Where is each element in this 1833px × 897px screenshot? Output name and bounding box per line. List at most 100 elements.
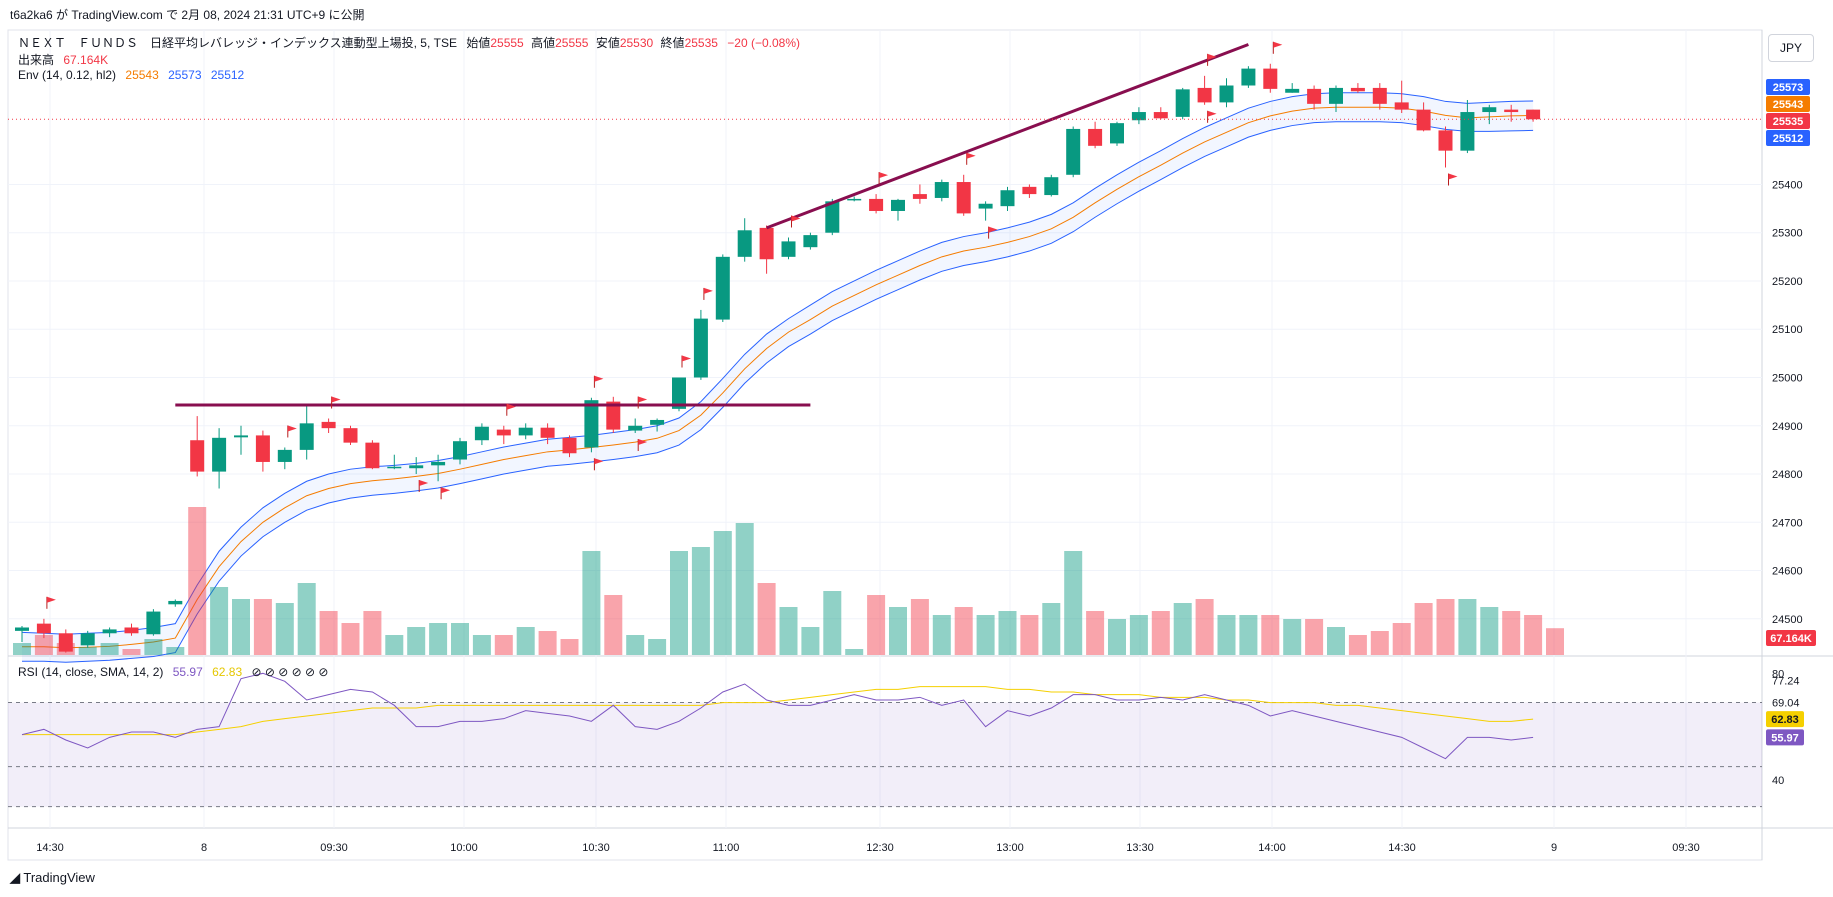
currency-button[interactable]: JPY [1768,34,1814,62]
candle-body [1526,109,1541,120]
time-tick-label: 13:30 [1126,842,1154,854]
candle-body [1066,128,1081,175]
volume-bar [845,649,864,655]
candle-body [387,466,402,469]
high-label: 高値 [531,36,556,50]
tradingview-brand: ◢ TradingView [10,870,95,886]
candle-body [1000,190,1015,207]
price-tick-label: 24700 [1772,517,1803,529]
volume-bar [1546,628,1564,655]
envelope-upper-value: 25573 [168,68,202,82]
price-tick-label: 24600 [1772,566,1803,578]
close-label: 終値 [660,36,685,50]
flag-below-icon [1207,110,1217,117]
candle-body [759,227,774,260]
flag-above-icon [1273,41,1283,48]
rsi-label: RSI (14, close, SMA, 14, 2) [18,665,164,679]
volume-bar [319,611,338,655]
candle-body [1175,89,1190,117]
time-tick-label: 14:30 [1388,842,1416,854]
price-tick-label: 24800 [1772,469,1803,481]
volume-bar [757,583,776,655]
time-tick-label: 9 [1551,842,1557,854]
volume-bar [363,611,382,655]
time-tick-label: 13:00 [996,842,1024,854]
rsi-tick-label: 40 [1772,775,1784,787]
candle-body [1482,107,1497,113]
flag-above-icon [1207,53,1217,60]
price-tick-label: 24900 [1772,421,1803,433]
time-tick-label: 10:00 [450,842,478,854]
candle-body [431,461,446,466]
volume-legend[interactable]: 出来高 67.164K [18,51,108,68]
candle-body [80,633,95,646]
volume-bar [1502,611,1521,655]
volume-bar [1327,627,1345,655]
envelope-mid-value: 25543 [125,68,159,82]
flag-above-icon [682,355,691,362]
volume-bar [582,551,601,655]
volume-bar [932,615,951,655]
candle-body [299,423,314,450]
volume-label: 出来高 [18,53,55,67]
candle-body [803,235,818,248]
volume-bar [1458,599,1477,655]
volume-bar [1151,611,1170,655]
volume-bar [1305,619,1324,655]
volume-bar [626,635,645,655]
envelope-label: Env (14, 0.12, hl2) [18,68,117,82]
flag-below-icon [441,487,451,494]
rsi-legend[interactable]: RSI (14, close, SMA, 14, 2) 55.97 62.83 … [18,665,328,679]
price-label-text: 25543 [1773,99,1804,111]
volume-bar [1217,615,1236,655]
rsi-tick-label: 69.04 [1772,698,1800,710]
volume-bars [13,507,1564,655]
candle-body [650,419,665,425]
volume-bar [779,607,798,655]
volume-bar [1392,623,1411,655]
candle-body [453,441,467,460]
flag-above-icon [791,215,801,222]
envelope-legend[interactable]: Env (14, 0.12, hl2) 25543 25573 25512 [18,68,244,82]
flag-above-icon [287,425,297,432]
candle-body [540,427,555,438]
flag-above-icon [46,596,56,603]
candle-body [1307,88,1322,104]
low-label: 安値 [595,36,620,50]
axes: 24500 24600 24700 24800 24900 25000 25100 25200… [8,79,1816,854]
close-value: 25535 [684,36,718,50]
tradingview-logo-icon: ◢ [10,870,20,885]
price-label-box [1766,113,1810,129]
candle-body [1285,88,1300,93]
flag-above-icon [703,287,713,294]
candle-body [1460,112,1475,151]
candle-body [1416,109,1431,131]
volume-bar [451,623,469,655]
volume-bar [122,649,141,655]
time-tick-label: 10:30 [582,842,610,854]
candle-body [693,318,708,378]
candle-body [1131,112,1146,121]
volume-bar [867,595,886,655]
volume-bar [604,595,623,655]
candle-body [1022,186,1037,195]
candle-body [628,425,643,431]
flag-below-icon [1448,173,1458,180]
trendlines[interactable] [175,43,1249,407]
publish-line: t6a2ka6 が TradingView.com で 2月 08, 2024 … [10,8,365,22]
volume-label-text: 67.164K [1770,633,1812,645]
time-tick-label: 09:30 [320,842,348,854]
rsi-tick-label: 80 [1772,668,1784,680]
candle-body [672,377,686,409]
volume-bar [429,623,448,655]
volume-bar [13,643,31,655]
symbol-legend: ＮＥＸＴ ＦＵＮＤＳ 日経平均レバレッジ・インデックス連動型上場投, 5, TS… [18,34,800,51]
volume-bar [691,547,710,655]
volume-bar [253,599,272,655]
price-label-text: 25573 [1773,82,1804,94]
candle-body [36,623,51,634]
candle-body [146,611,161,635]
candle-body [1044,177,1059,196]
symbol-name[interactable]: ＮＥＸＴ ＦＵＮＤＳ 日経平均レバレッジ・インデックス連動型上場投, 5, TS… [18,36,457,50]
